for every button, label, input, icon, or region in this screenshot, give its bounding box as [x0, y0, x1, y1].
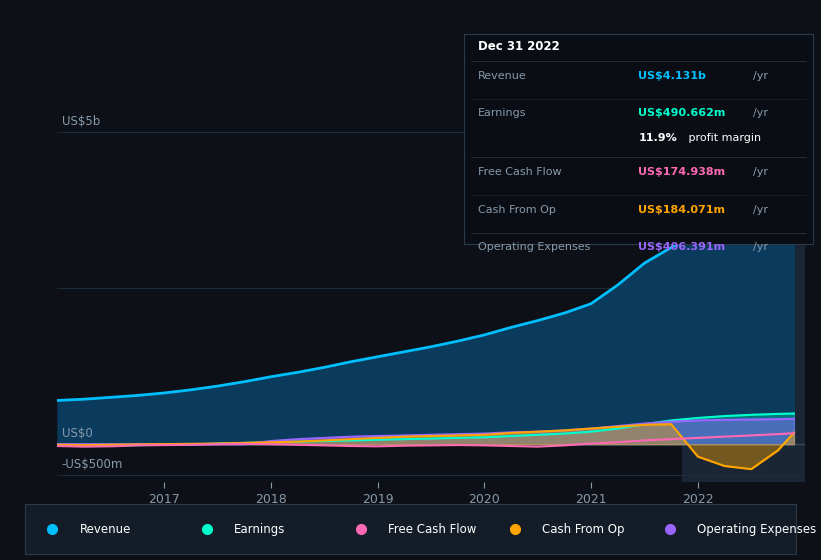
Text: /yr: /yr	[754, 71, 768, 81]
Text: /yr: /yr	[754, 242, 768, 253]
Text: US$5b: US$5b	[62, 115, 100, 128]
Text: Operating Expenses: Operating Expenses	[697, 522, 816, 536]
Text: /yr: /yr	[754, 108, 768, 118]
Text: Earnings: Earnings	[478, 108, 526, 118]
Text: Revenue: Revenue	[478, 71, 526, 81]
Text: Dec 31 2022: Dec 31 2022	[478, 40, 560, 53]
Bar	[681, 101, 821, 482]
Text: Cash From Op: Cash From Op	[543, 522, 625, 536]
Text: Cash From Op: Cash From Op	[478, 205, 556, 214]
Text: Operating Expenses: Operating Expenses	[478, 242, 590, 253]
Text: /yr: /yr	[754, 167, 768, 177]
Text: US$406.391m: US$406.391m	[639, 242, 726, 253]
Text: Revenue: Revenue	[80, 522, 131, 536]
Text: /yr: /yr	[754, 205, 768, 214]
Text: profit margin: profit margin	[686, 133, 762, 143]
Text: Free Cash Flow: Free Cash Flow	[388, 522, 476, 536]
Text: US$4.131b: US$4.131b	[639, 71, 706, 81]
Text: Earnings: Earnings	[234, 522, 285, 536]
Text: 11.9%: 11.9%	[639, 133, 677, 143]
Text: US$184.071m: US$184.071m	[639, 205, 725, 214]
Text: -US$500m: -US$500m	[62, 458, 123, 471]
Text: US$490.662m: US$490.662m	[639, 108, 726, 118]
Text: US$0: US$0	[62, 427, 93, 440]
Text: US$174.938m: US$174.938m	[639, 167, 726, 177]
Text: Free Cash Flow: Free Cash Flow	[478, 167, 562, 177]
